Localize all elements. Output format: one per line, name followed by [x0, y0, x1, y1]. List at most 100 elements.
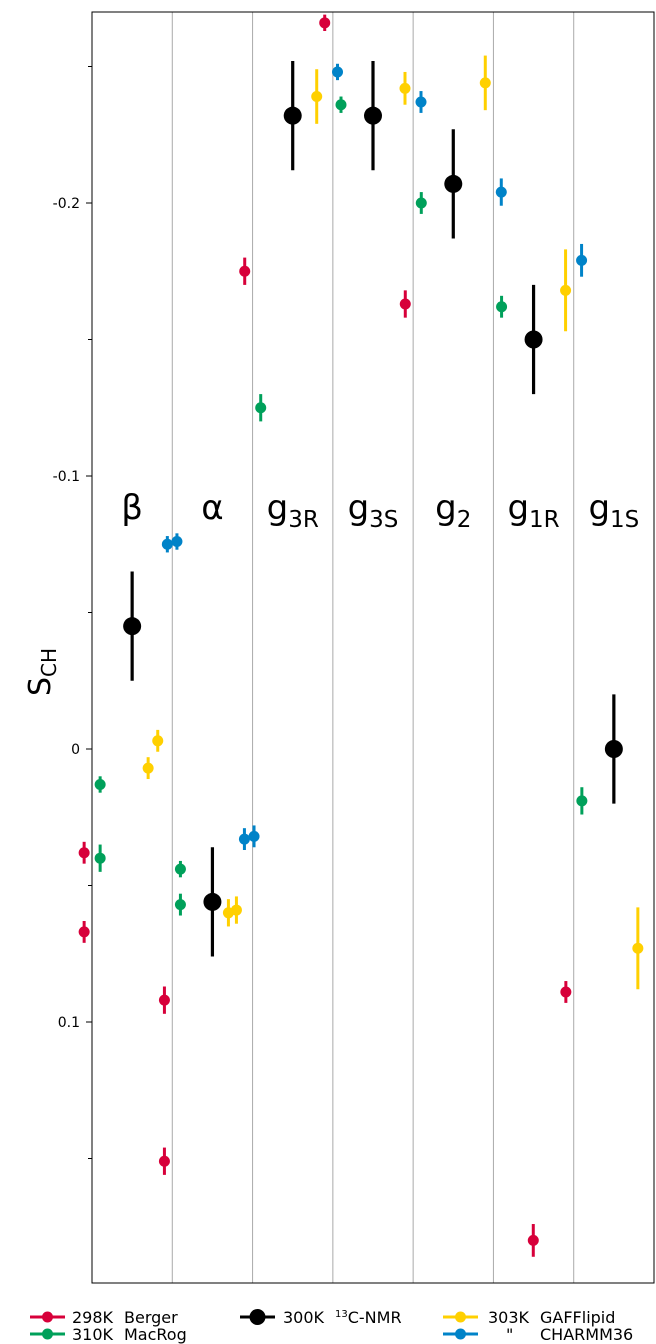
group-label-alpha: α: [201, 488, 223, 528]
marker: [319, 17, 331, 29]
marker: [524, 330, 543, 349]
marker: [174, 863, 186, 875]
point-gafflipid: [479, 55, 491, 111]
legend-item-nmr: 300K 13C-NMR: [240, 1308, 402, 1327]
marker: [415, 197, 427, 209]
plot-frame: [91, 11, 655, 1284]
data-points: [78, 14, 644, 1257]
point-nmr: [364, 61, 382, 171]
marker: [283, 106, 302, 125]
marker: [560, 284, 572, 296]
point-charmm36: [415, 91, 427, 113]
point-nmr: [283, 61, 302, 171]
point-macrog: [174, 893, 186, 916]
point-berger: [78, 841, 90, 864]
marker: [496, 301, 508, 313]
legend-swatch-marker: [42, 1328, 53, 1340]
group-label-g2: g2: [435, 488, 471, 533]
point-gafflipid: [560, 249, 572, 332]
point-charmm36: [248, 825, 260, 848]
marker: [335, 99, 347, 111]
point-berger: [78, 920, 90, 943]
marker: [94, 852, 106, 864]
point-berger: [527, 1224, 539, 1257]
legend-prefix: ": [506, 1325, 513, 1344]
point-gafflipid: [399, 71, 411, 105]
point-berger: [399, 290, 411, 318]
marker: [123, 617, 142, 636]
y-axis-label: SCH: [23, 648, 61, 696]
group-label-g3R: g3R: [267, 488, 319, 533]
group-label-g1S: g1S: [588, 488, 639, 533]
marker: [239, 265, 251, 277]
marker: [399, 298, 411, 310]
marker: [158, 1155, 170, 1167]
point-berger: [158, 986, 170, 1014]
y-tick-label: 0.1: [58, 1015, 80, 1031]
marker: [238, 833, 250, 845]
marker: [576, 795, 588, 807]
legend-name: 13C-NMR: [335, 1308, 402, 1327]
marker: [174, 899, 186, 911]
point-berger: [319, 14, 331, 32]
marker: [203, 892, 222, 911]
legend-name: GAFFlipid: [540, 1308, 615, 1327]
legend-prefix: 310K: [72, 1325, 114, 1344]
marker: [78, 847, 90, 859]
marker: [161, 538, 173, 550]
point-gafflipid: [152, 729, 164, 752]
point-charmm36: [576, 243, 588, 277]
y-tick-label: 0: [71, 742, 80, 758]
point-berger: [239, 257, 251, 285]
point-charmm36: [332, 63, 344, 81]
marker: [171, 536, 183, 548]
marker: [632, 942, 644, 954]
point-nmr: [604, 694, 623, 804]
marker: [604, 740, 623, 758]
marker: [152, 735, 164, 747]
y-axis-label-subscript: CH: [37, 648, 61, 677]
legend-prefix: 303K: [488, 1308, 530, 1327]
legend-name: Berger: [124, 1308, 178, 1327]
group-label-g1R: g1R: [507, 488, 559, 533]
legend-item-macrog: 310K MacRog: [30, 1325, 187, 1344]
group-separators: [171, 12, 575, 1283]
marker: [495, 186, 507, 198]
marker: [230, 904, 242, 916]
legend-prefix: 298K: [72, 1308, 114, 1327]
y-tick-label: -0.2: [53, 196, 80, 212]
point-nmr: [123, 571, 142, 681]
point-berger: [560, 981, 572, 1003]
group-label-g3S: g3S: [348, 488, 399, 533]
marker: [444, 174, 463, 193]
point-macrog: [255, 394, 267, 422]
legend-item-gafflipid: 303K GAFFlipid: [443, 1308, 615, 1327]
legend-name: MacRog: [124, 1325, 187, 1344]
point-charmm36: [161, 536, 173, 553]
legend-prefix: 300K: [283, 1308, 325, 1327]
legend-swatch-marker: [455, 1328, 466, 1340]
point-gafflipid: [230, 896, 242, 924]
point-macrog: [94, 844, 106, 872]
y-axis-label-main: S: [23, 677, 58, 696]
point-gafflipid: [632, 907, 644, 990]
marker: [255, 402, 267, 414]
marker: [527, 1234, 539, 1246]
point-macrog: [576, 787, 588, 815]
point-berger: [158, 1147, 170, 1175]
marker: [479, 77, 491, 89]
marker: [415, 96, 427, 108]
legend-swatch-marker: [249, 1309, 266, 1325]
point-gafflipid: [142, 757, 154, 780]
marker: [332, 66, 344, 78]
group-label-beta: β: [121, 488, 143, 528]
y-axis: -0.2 -0.1 0 0.1: [53, 66, 92, 1159]
point-macrog: [335, 96, 347, 113]
y-tick-label: -0.1: [53, 469, 80, 485]
point-charmm36: [171, 533, 183, 550]
marker: [399, 82, 411, 94]
legend-item-charmm36: " CHARMM36: [443, 1325, 633, 1344]
marker: [576, 254, 588, 266]
point-macrog: [415, 192, 427, 214]
point-nmr: [203, 847, 222, 957]
